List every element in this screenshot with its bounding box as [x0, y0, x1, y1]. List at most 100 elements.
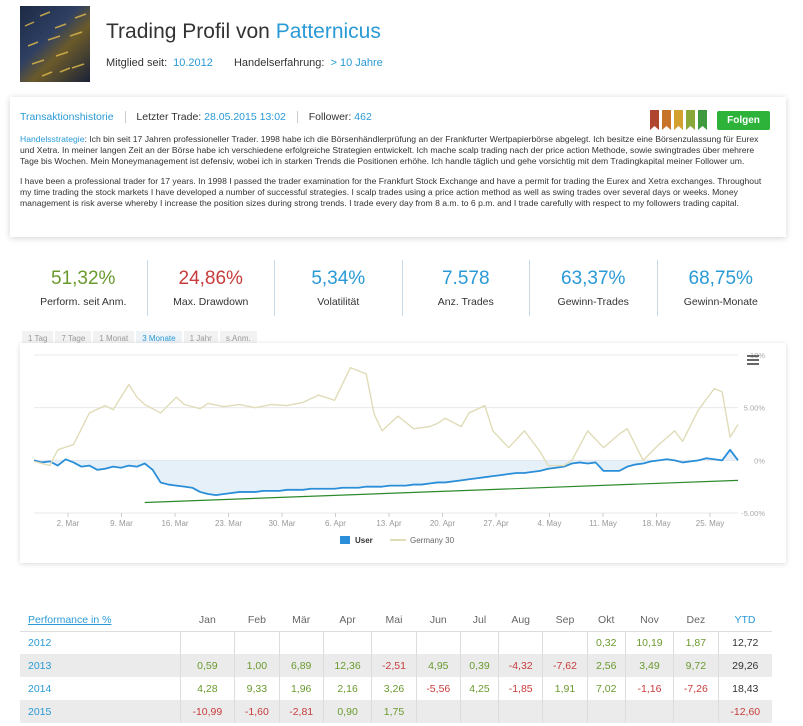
stat-value: 68,75% — [688, 268, 753, 289]
table-cell — [498, 700, 543, 723]
ribbon-shape — [674, 110, 683, 130]
table-cell — [542, 700, 588, 723]
table-cell: 1,96 — [278, 677, 324, 700]
trader-name[interactable]: Patternicus — [275, 20, 381, 43]
table-header-title[interactable]: Performance in % — [20, 609, 180, 632]
table-cell: -2,81 — [278, 700, 324, 723]
divider — [296, 111, 298, 124]
strategy-text: Handelsstrategie: Ich bin seit 17 Jahren… — [20, 134, 770, 209]
col-feb: Feb — [234, 609, 280, 632]
table-cell: 6,89 — [278, 654, 324, 677]
trader-avatar — [20, 6, 90, 82]
table-cell: 7,02 — [586, 677, 626, 700]
legend-user-label: User — [355, 536, 373, 545]
ribbon-shape — [686, 110, 695, 130]
x-tick-label: 23. Mar — [215, 519, 242, 528]
tab-7-days[interactable]: 7 Tage — [55, 331, 92, 346]
table-cell: 18,43 — [717, 677, 772, 700]
last-trade-label: Letzter Trade: — [136, 111, 202, 123]
table-cell: 10,19 — [624, 631, 674, 654]
table-cell — [415, 631, 461, 654]
table-cell: -7,62 — [542, 654, 588, 677]
col-dec: Dez — [673, 609, 719, 632]
chart-menu-icon[interactable] — [747, 355, 759, 366]
ribbon-shape — [650, 110, 659, 130]
user-line — [33, 448, 739, 496]
table-cell: 3,26 — [371, 677, 417, 700]
strategy-de: Handelsstrategie: Ich bin seit 17 Jahren… — [20, 134, 770, 166]
tab-1-month[interactable]: 1 Monat — [93, 331, 135, 346]
stat-volatility: 5,34% Volatilität — [275, 260, 403, 316]
table-cell — [322, 631, 372, 654]
stat-performance: 51,32% Perform. seit Anm. — [20, 260, 148, 316]
rating-ribbons-icon — [650, 110, 707, 130]
experience-value: > 10 Jahre — [330, 57, 383, 69]
col-oct: Okt — [587, 609, 626, 632]
table-row: 2015 -10,99 -1,60 -2,81 0,90 1,75 -12,60 — [20, 700, 772, 723]
col-aug: Aug — [498, 609, 543, 632]
stat-label: Max. Drawdown — [173, 296, 249, 308]
row-year[interactable]: 2014 — [28, 682, 52, 695]
tab-since-registration[interactable]: s.Anm. — [219, 331, 257, 346]
table-cell: -1,16 — [624, 677, 674, 700]
followers-value: 462 — [354, 111, 372, 123]
table-cell — [542, 631, 588, 654]
row-year[interactable]: 2013 — [20, 654, 180, 677]
profile-info-bar: Transaktionshistorie Letzter Trade: 28.0… — [20, 111, 372, 124]
stat-label: Perform. seit Anm. — [40, 296, 127, 308]
x-tick-label: 30. Mar — [268, 519, 295, 528]
last-trade-value: 28.05.2015 13:02 — [204, 111, 286, 123]
x-tick-label: 18. May — [642, 519, 670, 528]
ribbon-shape — [698, 110, 707, 130]
table-cell: 1,00 — [234, 654, 280, 677]
x-tick-label: 9. Mar — [110, 519, 133, 528]
stat-value: 63,37% — [561, 268, 626, 289]
col-mar: Mär — [279, 609, 324, 632]
tab-3-months[interactable]: 3 Monate — [136, 331, 182, 346]
table-cell: -1,60 — [234, 700, 280, 723]
strategy-en: I have been a professional trader for 17… — [20, 176, 762, 208]
table-cell — [179, 631, 235, 654]
table-cell: 1,91 — [542, 677, 588, 700]
stats-bar: 51,32% Perform. seit Anm. 24,86% Max. Draw… — [20, 260, 784, 316]
x-tick-label: 20. Apr — [430, 519, 456, 528]
table-cell: 2,56 — [586, 654, 626, 677]
table-cell: 0,59 — [179, 654, 235, 677]
stat-label: Volatilität — [317, 296, 360, 308]
x-tick-label: 13. Apr — [376, 519, 402, 528]
avatar-image — [24, 11, 87, 77]
col-may: Mai — [371, 609, 417, 632]
row-year[interactable]: 2012 — [28, 636, 52, 649]
x-tick-label: 4. May — [537, 519, 561, 528]
table-cell: 9,33 — [234, 677, 280, 700]
tab-1-day[interactable]: 1 Tag — [22, 331, 54, 346]
table-cell — [673, 700, 719, 723]
table-cell: 4,25 — [459, 677, 499, 700]
member-since-label: Mitglied seit: — [106, 57, 168, 69]
stat-label: Gewinn-Trades — [557, 296, 629, 308]
table-row: 2012 0,32 10,19 1,87 12,72 — [20, 631, 772, 654]
experience-label: Handelserfahrung: — [233, 57, 325, 69]
followers-label: Follower: — [308, 111, 352, 123]
table-cell: 1,75 — [371, 700, 417, 723]
col-sep: Sep — [542, 609, 588, 632]
table-cell — [371, 631, 417, 654]
follow-button[interactable]: Folgen — [717, 111, 770, 130]
row-year[interactable]: 2015 — [20, 700, 180, 723]
x-tick-label: 25. May — [696, 519, 724, 528]
table-cell: 4,28 — [179, 677, 235, 700]
legend-germany-label: Germany 30 — [410, 536, 455, 545]
table-cell: 12,36 — [322, 654, 372, 677]
stat-value: 7.578 — [441, 268, 490, 289]
strategy-label[interactable]: Handelsstrategie — [20, 134, 85, 144]
tab-1-year[interactable]: 1 Jahr — [183, 331, 218, 346]
stat-max-drawdown: 24,86% Max. Drawdown — [148, 260, 275, 316]
transaction-history-link[interactable]: Transaktionshistorie — [20, 111, 114, 123]
divider — [124, 111, 126, 124]
stat-winning-months: 68,75% Gewinn-Monate — [658, 260, 785, 316]
table-cell — [234, 631, 280, 654]
table-cell — [415, 700, 461, 723]
profile-box: Transaktionshistorie Letzter Trade: 28.0… — [10, 97, 786, 237]
y-tick-label: 5.00% — [744, 404, 766, 413]
